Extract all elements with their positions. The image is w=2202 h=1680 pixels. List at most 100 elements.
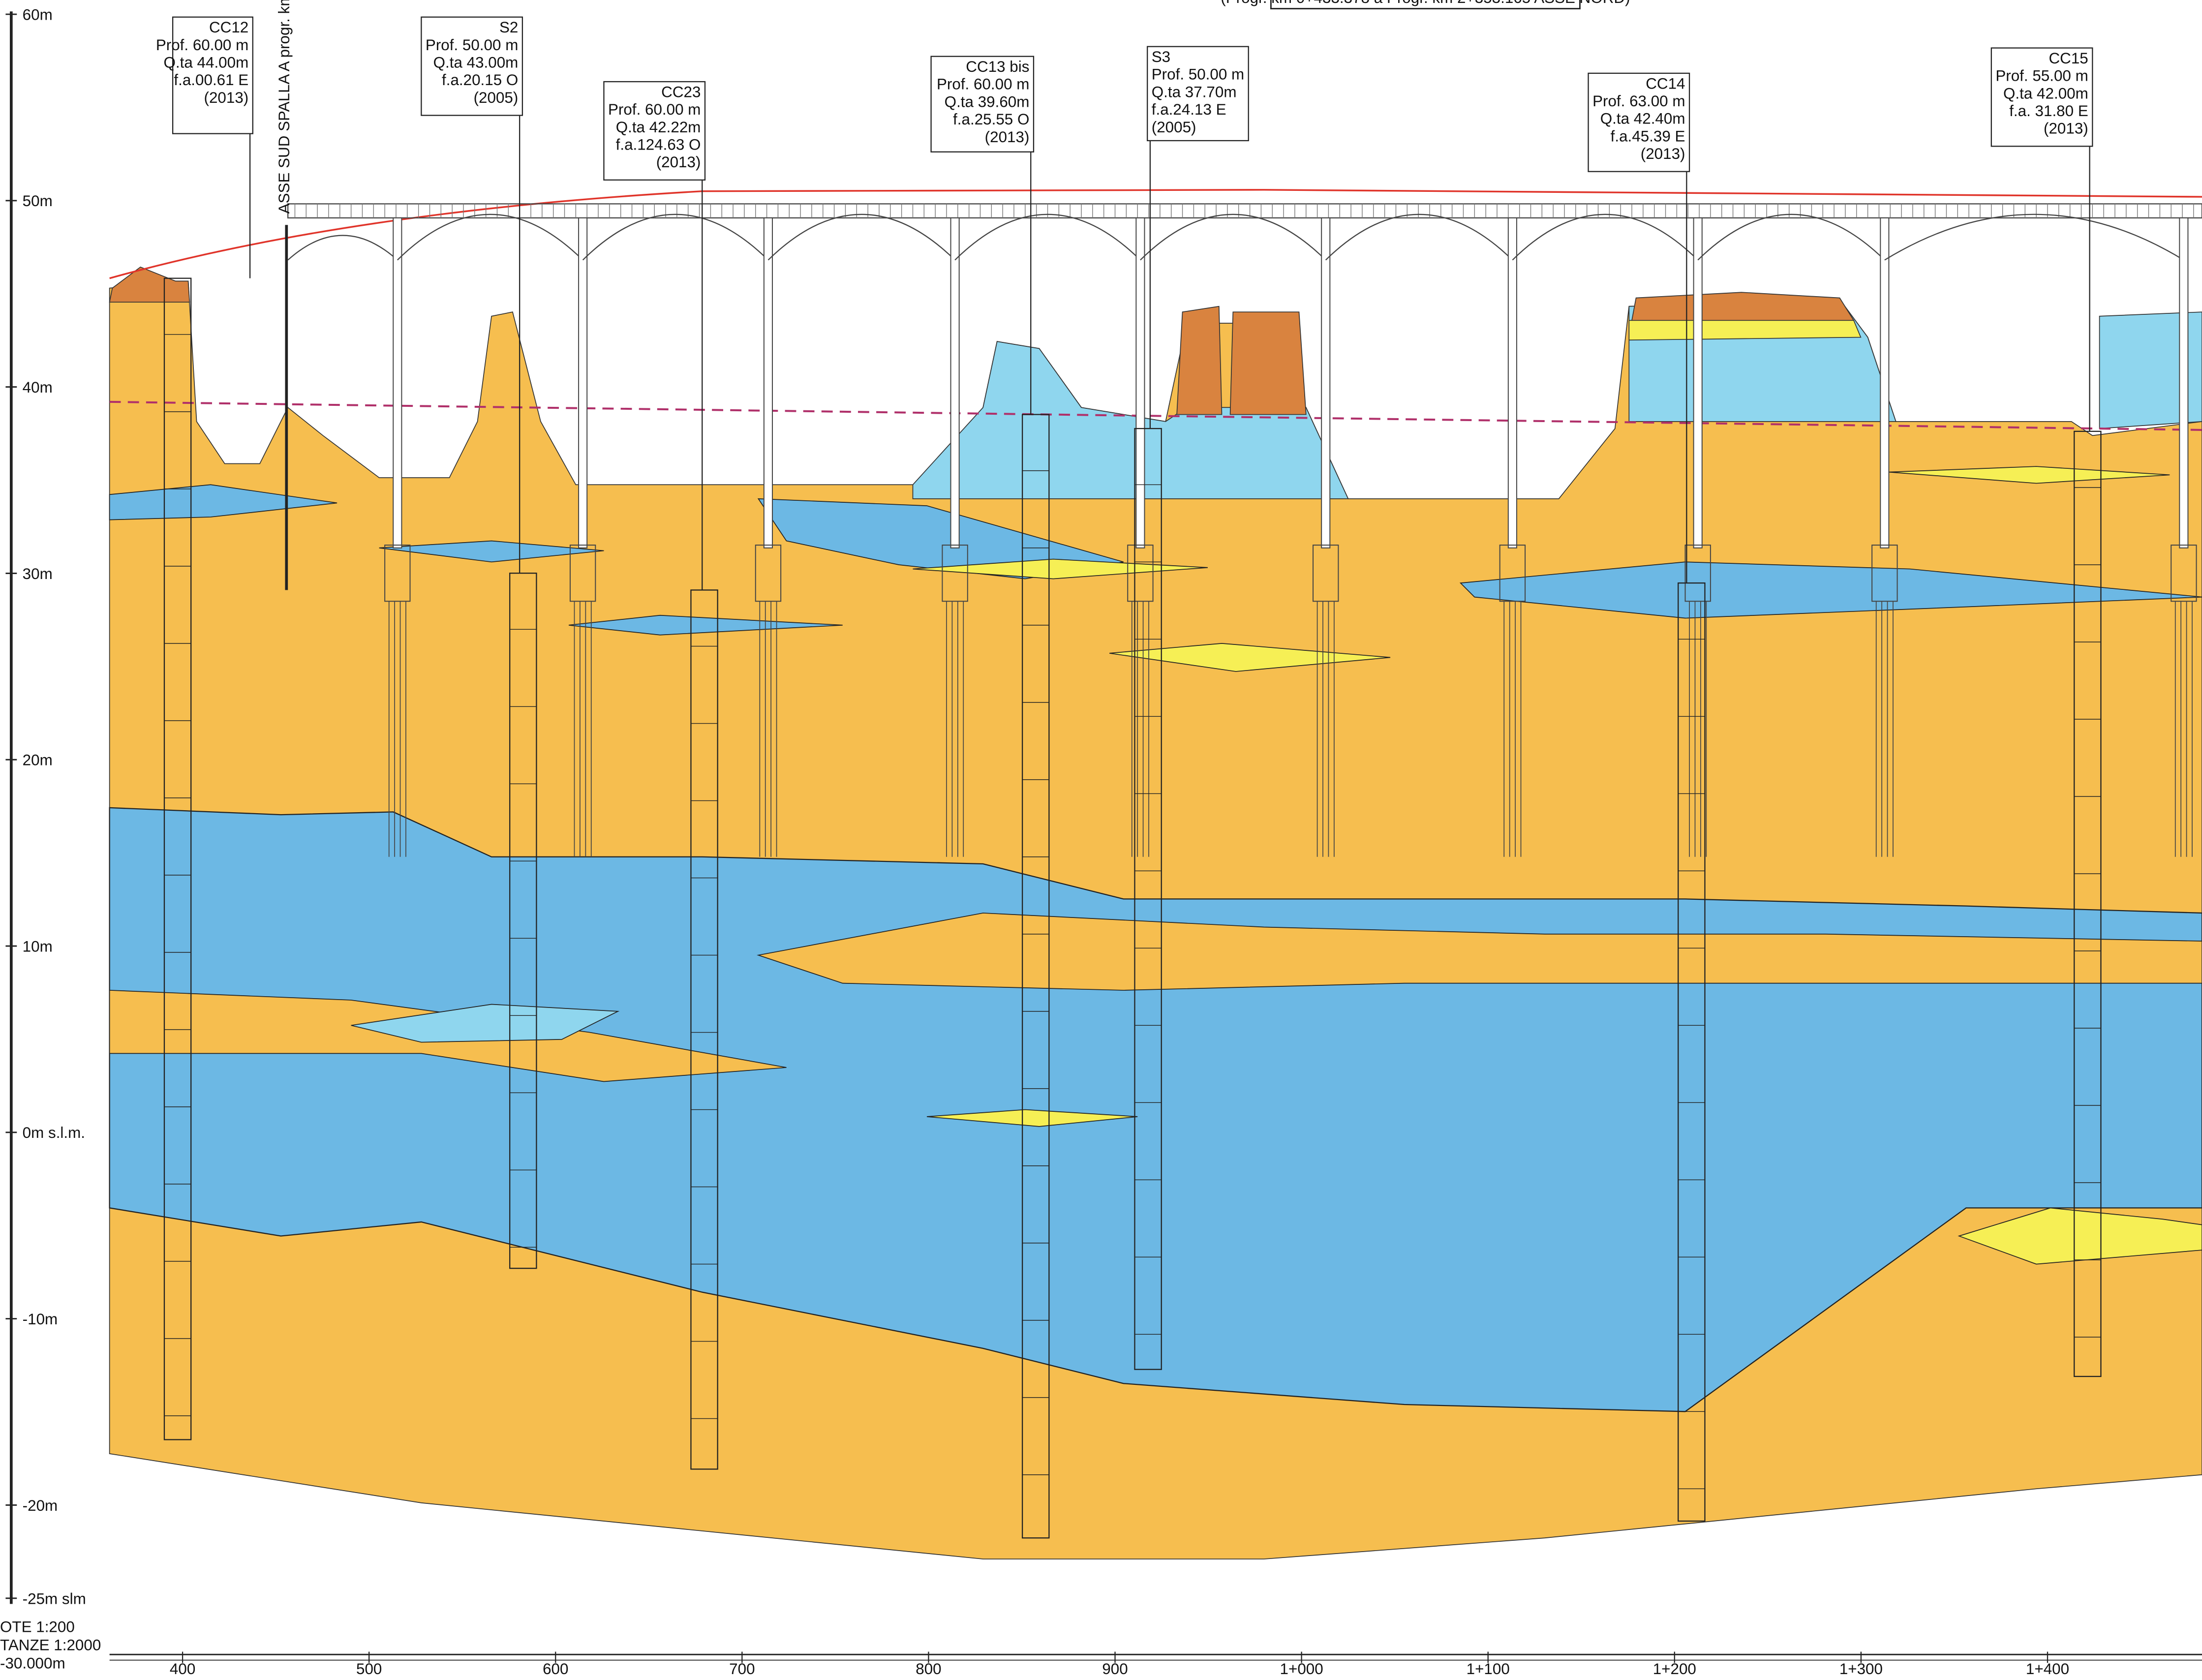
pile-cap	[384, 545, 411, 602]
viaduct	[287, 203, 2202, 857]
elevation-label: 10m	[23, 938, 53, 955]
pier	[1321, 217, 1331, 549]
borehole-log	[690, 589, 718, 1470]
deck	[287, 203, 2202, 219]
borehole-info: (2013)	[2044, 120, 2088, 137]
borehole-info: Prof. 60.00 m	[608, 101, 701, 118]
pile-cap	[942, 545, 968, 602]
borehole-box	[1990, 47, 2093, 147]
pile-cap	[1871, 545, 1898, 602]
borehole-log	[1134, 428, 1162, 1370]
surface-alluvium	[2099, 311, 2202, 429]
borehole-log	[2074, 430, 2102, 1377]
distance-label: 500	[356, 1660, 382, 1678]
elevation-label: 30m	[23, 565, 53, 582]
pile-cap	[569, 545, 596, 602]
clay-lens	[109, 484, 337, 520]
gravel-lens	[757, 913, 2202, 991]
elevation-label: -20m	[23, 1497, 58, 1514]
fill-deposit	[1176, 305, 1307, 415]
scale-note: TANZE 1:2000	[0, 1637, 101, 1654]
pile-cap	[2171, 545, 2197, 602]
pier	[2179, 217, 2189, 549]
borehole-info: Prof. 55.00 m	[1995, 67, 2088, 85]
sand-layer	[1628, 320, 1862, 341]
borehole-info: (2005)	[474, 89, 519, 106]
borehole-info: Q.ta 42.22m	[616, 119, 701, 136]
borehole-info: Q.ta 42.40m	[1600, 110, 1685, 127]
pier	[393, 217, 402, 549]
borehole-info: Prof. 60.00 m	[937, 76, 1029, 93]
borehole-box	[421, 16, 523, 116]
borehole-info: CC23	[661, 83, 701, 100]
sand-lens	[1109, 642, 1391, 672]
elevation-label: 60m	[23, 6, 53, 23]
borehole-info: Prof. 63.00 m	[1592, 92, 1685, 110]
sand-lens	[1957, 1207, 2202, 1265]
borehole-info: Prof. 60.00 m	[156, 36, 248, 54]
water-table	[109, 400, 2202, 431]
pier	[763, 217, 773, 549]
arch	[1325, 214, 1513, 261]
sand-lens	[926, 1109, 1138, 1127]
arch	[1512, 214, 1699, 261]
borehole-info: f.a.20.15 O	[442, 71, 518, 89]
borehole-info: f.a.124.63 O	[616, 136, 701, 153]
clay-lens	[569, 614, 843, 636]
section-note: ASSE SUD SPALLA A progr. km 0+464.755	[275, 0, 293, 214]
borehole-box	[172, 16, 253, 134]
elevation-label: 40m	[23, 379, 53, 396]
distance-label: 1+200	[1653, 1660, 1696, 1678]
borehole-info: S3	[1152, 48, 1170, 65]
pile-cap	[1684, 545, 1711, 602]
arch	[287, 235, 398, 261]
clay-lens	[379, 540, 604, 563]
borehole-info: f.a.25.55 O	[953, 111, 1029, 128]
arch	[1884, 214, 2184, 261]
distance-label: 900	[1102, 1660, 1128, 1678]
borehole-box	[930, 56, 1035, 153]
pile-cap	[755, 545, 782, 602]
silt-lens	[351, 1004, 620, 1043]
borehole-info: Q.ta 42.00m	[2003, 85, 2088, 102]
borehole-box	[603, 81, 706, 181]
borehole-info: f.a.00.61 E	[174, 71, 248, 89]
borehole-info: (2013)	[204, 89, 249, 106]
surface-alluvium	[912, 341, 1349, 499]
distance-label: 1+400	[2026, 1660, 2069, 1678]
borehole-info: f.a.45.39 E	[1611, 127, 1685, 145]
borehole-info: Q.ta 44.00m	[164, 54, 249, 71]
borehole-info: f.a.24.13 E	[1152, 101, 1226, 118]
sand-lens	[913, 558, 1208, 580]
borehole-info: Prof. 50.00 m	[1152, 66, 1244, 83]
borehole-info: Q.ta 39.60m	[945, 93, 1030, 110]
arch	[767, 214, 955, 261]
borehole-info: (2013)	[1641, 145, 1685, 162]
header-note: (Progr. km 0+433.378 a Progr. km 2+353.1…	[1221, 0, 1630, 6]
clay-lens	[1459, 561, 2202, 619]
pile-cap	[1499, 545, 1526, 602]
distance-label: 1+100	[1467, 1660, 1510, 1678]
borehole-info: Q.ta 43.00m	[433, 54, 519, 71]
pier	[1135, 217, 1145, 549]
sand-lens	[1889, 466, 2170, 484]
borehole-info: (2005)	[1152, 119, 1196, 136]
scale-note: OTE 1:200	[0, 1618, 75, 1635]
distance-label: 400	[170, 1660, 195, 1678]
fill-deposit	[109, 266, 190, 303]
pier	[950, 217, 960, 549]
borehole-box	[1147, 46, 1249, 142]
borehole-info: S2	[499, 19, 518, 36]
borehole-info: CC15	[2049, 50, 2088, 67]
borehole-box	[1588, 72, 1690, 172]
borehole-info: f.a. 31.80 E	[2009, 102, 2088, 120]
borehole-info: CC13 bis	[966, 58, 1029, 75]
borehole-info: CC14	[1646, 75, 1685, 92]
distance-label: 800	[916, 1660, 941, 1678]
pier	[1693, 217, 1703, 549]
borehole-log	[509, 572, 537, 1269]
pier	[1880, 217, 1890, 549]
arch	[397, 214, 583, 261]
elevation-label: -25m slm	[23, 1590, 86, 1607]
